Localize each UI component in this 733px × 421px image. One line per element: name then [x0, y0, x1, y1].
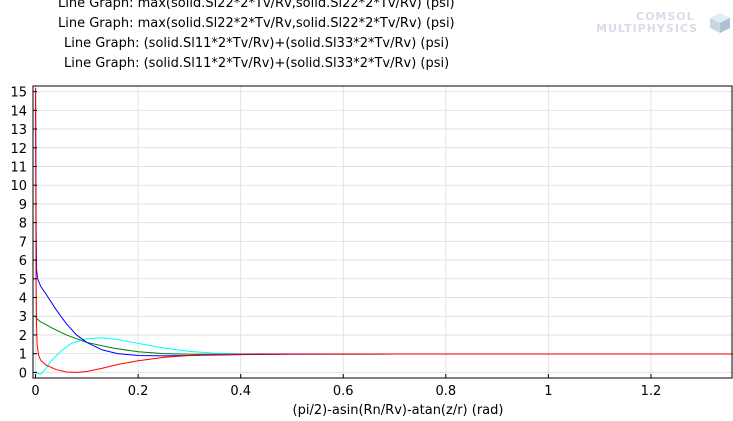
y-tick-label: 11 — [10, 160, 27, 175]
x-tick-label: 0.2 — [128, 384, 149, 399]
y-tick-label: 12 — [10, 142, 27, 157]
x-tick-label: 1.2 — [641, 384, 662, 399]
y-tick-label: 1 — [19, 348, 27, 363]
series-line-4 — [35, 87, 733, 373]
grid-lines — [33, 86, 733, 378]
y-tick-label: 15 — [10, 86, 27, 101]
x-tick-label: 1 — [544, 384, 552, 399]
plot-frame — [32, 85, 733, 379]
comsol-logo: COMSOL MULTIPHYSICS — [596, 9, 733, 39]
y-tick-label: 4 — [19, 292, 27, 307]
y-tick-label: 10 — [10, 179, 27, 194]
y-tick-label: 13 — [10, 123, 27, 138]
plot-title-line-3: Line Graph: (solid.Sl11*2*Tv/Rv)+(solid.… — [64, 36, 450, 51]
x-tick-label: 0.4 — [230, 384, 251, 399]
y-tick-label: 14 — [10, 104, 27, 119]
logo-line-1: COMSOL — [636, 10, 695, 23]
series-layer — [35, 87, 733, 375]
logo-line-2: MULTIPHYSICS — [596, 22, 699, 35]
y-tick-label: 0 — [19, 366, 27, 381]
y-tick-label: 8 — [19, 217, 27, 232]
y-tick-label: 2 — [19, 329, 27, 344]
x-axis-ticks: 0 0.2 0.4 0.6 0.8 1 1.2 — [31, 374, 661, 399]
x-tick-label: 0.8 — [435, 384, 456, 399]
logo-cube-icon — [710, 13, 730, 33]
y-tick-label: 9 — [19, 198, 27, 213]
plot-title-line-4: Line Graph: (solid.Sl11*2*Tv/Rv)+(solid.… — [64, 56, 450, 71]
plot-title-line-2: Line Graph: max(solid.Sl22*2*Tv/Rv,solid… — [58, 16, 455, 31]
y-tick-label: 7 — [19, 235, 27, 250]
x-axis-title: (pi/2)-asin(Rn/Rv)-atan(z/r) (rad) — [293, 403, 504, 418]
x-tick-label: 0 — [31, 384, 39, 399]
series-line-3 — [35, 87, 733, 357]
y-tick-label: 6 — [19, 254, 27, 269]
y-tick-label: 3 — [19, 310, 27, 325]
x-tick-label: 0.6 — [333, 384, 354, 399]
y-tick-label: 5 — [19, 273, 27, 288]
plot-title-line-1: Line Graph: max(solid.Sl22*2*Tv/Rv,solid… — [58, 0, 455, 11]
